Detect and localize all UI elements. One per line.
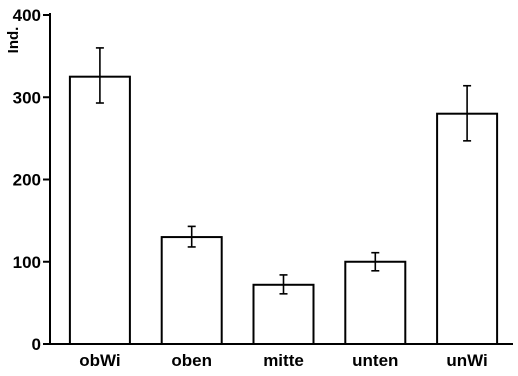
x-tick-label-unten: unten (352, 351, 398, 370)
x-tick-label-unWi: unWi (446, 351, 487, 370)
y-tick-label: 100 (13, 253, 41, 272)
x-tick-label-mitte: mitte (263, 351, 304, 370)
y-tick-labels: 0 100 200 300 400 (13, 6, 41, 354)
y-tick-label: 300 (13, 88, 41, 107)
x-tick-labels: obWi oben mitte unten unWi (79, 351, 488, 370)
bars (68, 75, 499, 345)
y-tick-label: 0 (32, 335, 41, 354)
y-axis-label: Ind. (5, 27, 22, 54)
y-tick-label: 200 (13, 171, 41, 190)
bar-unten (344, 260, 407, 345)
error-bar-obWi (95, 47, 104, 104)
x-tick-label-obWi: obWi (79, 351, 120, 370)
error-bars (95, 47, 472, 295)
bar-obWi (68, 75, 131, 345)
error-bar-unten (371, 251, 380, 272)
error-bar-oben (187, 225, 196, 248)
error-bar-unWi (463, 84, 472, 142)
bar-unWi (436, 112, 499, 345)
y-tick-label: 400 (13, 6, 41, 25)
bar-oben (160, 236, 223, 345)
error-bar-mitte (279, 274, 288, 295)
bar-mitte (252, 283, 315, 345)
x-tick-label-oben: oben (171, 351, 212, 370)
